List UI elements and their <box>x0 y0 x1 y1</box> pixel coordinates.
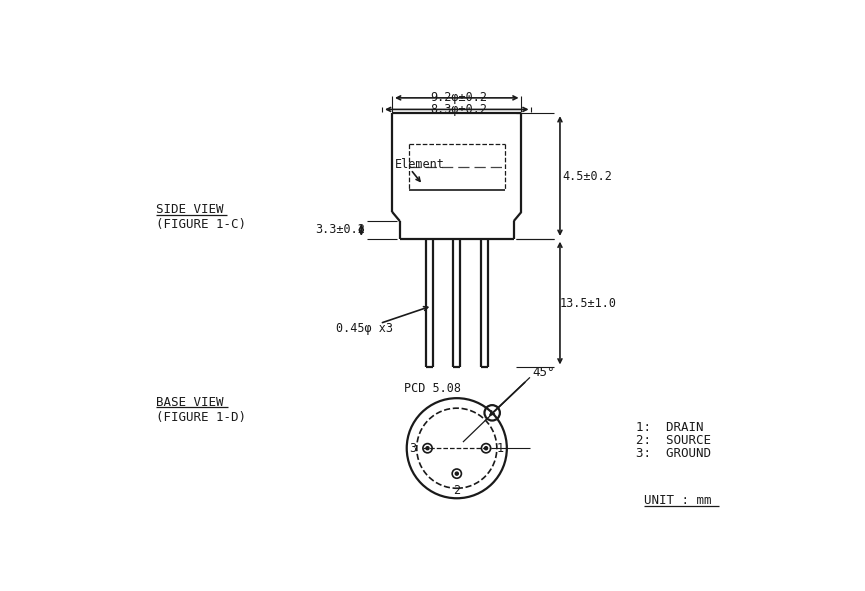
Text: 3:  GROUND: 3: GROUND <box>636 447 711 460</box>
Text: 4.5±0.2: 4.5±0.2 <box>562 170 612 183</box>
Text: Element: Element <box>395 158 445 171</box>
Circle shape <box>484 447 488 450</box>
Text: 8.3φ±0.2: 8.3φ±0.2 <box>430 103 487 116</box>
Text: UNIT : mm: UNIT : mm <box>644 494 711 507</box>
Text: 9.2φ±0.2: 9.2φ±0.2 <box>430 92 487 105</box>
Text: BASE VIEW: BASE VIEW <box>157 395 224 408</box>
Text: 0.45φ x3: 0.45φ x3 <box>336 322 393 335</box>
Circle shape <box>426 447 429 450</box>
Text: 2: 2 <box>453 485 460 498</box>
Text: 2:  SOURCE: 2: SOURCE <box>636 434 711 447</box>
Circle shape <box>455 472 458 475</box>
Text: 13.5±1.0: 13.5±1.0 <box>559 297 616 310</box>
Text: 1: 1 <box>497 441 504 454</box>
Text: 45°: 45° <box>533 366 555 379</box>
Text: (FIGURE 1-D): (FIGURE 1-D) <box>157 411 247 424</box>
Text: 3.3±0.2: 3.3±0.2 <box>315 223 365 236</box>
Text: PCD 5.08: PCD 5.08 <box>405 382 461 395</box>
Text: 1:  DRAIN: 1: DRAIN <box>636 421 704 434</box>
Text: (FIGURE 1-C): (FIGURE 1-C) <box>157 219 247 232</box>
Text: SIDE VIEW: SIDE VIEW <box>157 203 224 216</box>
Text: 3: 3 <box>410 441 417 454</box>
